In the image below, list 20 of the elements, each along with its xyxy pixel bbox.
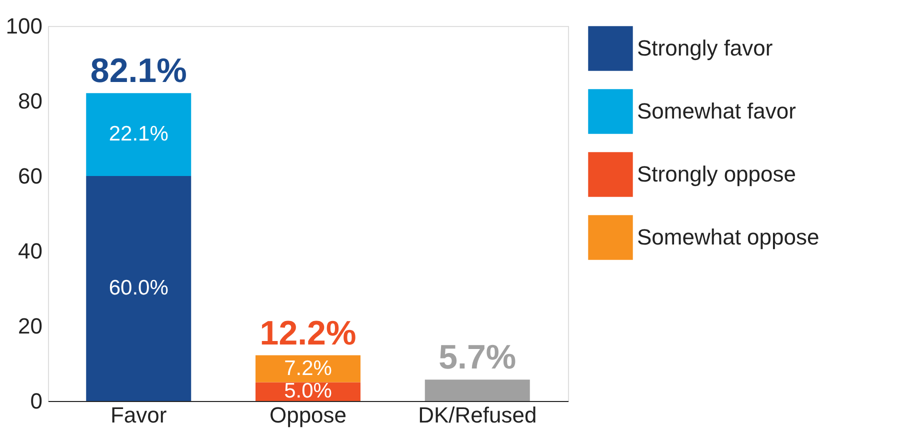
y-tick-label: 0 [30,388,42,414]
legend-label: Strongly favor [637,36,773,60]
y-tick-label: 100 [6,14,42,38]
y-tick-label: 40 [18,238,42,264]
data-label: 7.2% [284,356,332,380]
legend-label: Strongly oppose [637,162,796,186]
data-label: 60.0% [108,276,168,300]
x-tick-label: Favor [110,402,167,428]
y-tick-label: 60 [18,164,42,188]
legend-label: Somewhat favor [637,98,796,124]
data-label: 22.1% [108,122,168,146]
data-label: 5.0% [284,380,332,403]
x-tick-label: DK/Refused [418,402,537,428]
legend-label: Somewhat oppose [637,224,820,250]
y-tick-label: 80 [18,88,42,114]
x-tick-label: Oppose [269,402,347,428]
y-tick-label: 20 [18,314,42,338]
total-label: 12.2% [260,314,356,352]
total-label: 82.1% [90,52,187,90]
total-label: 5.7% [438,338,516,377]
